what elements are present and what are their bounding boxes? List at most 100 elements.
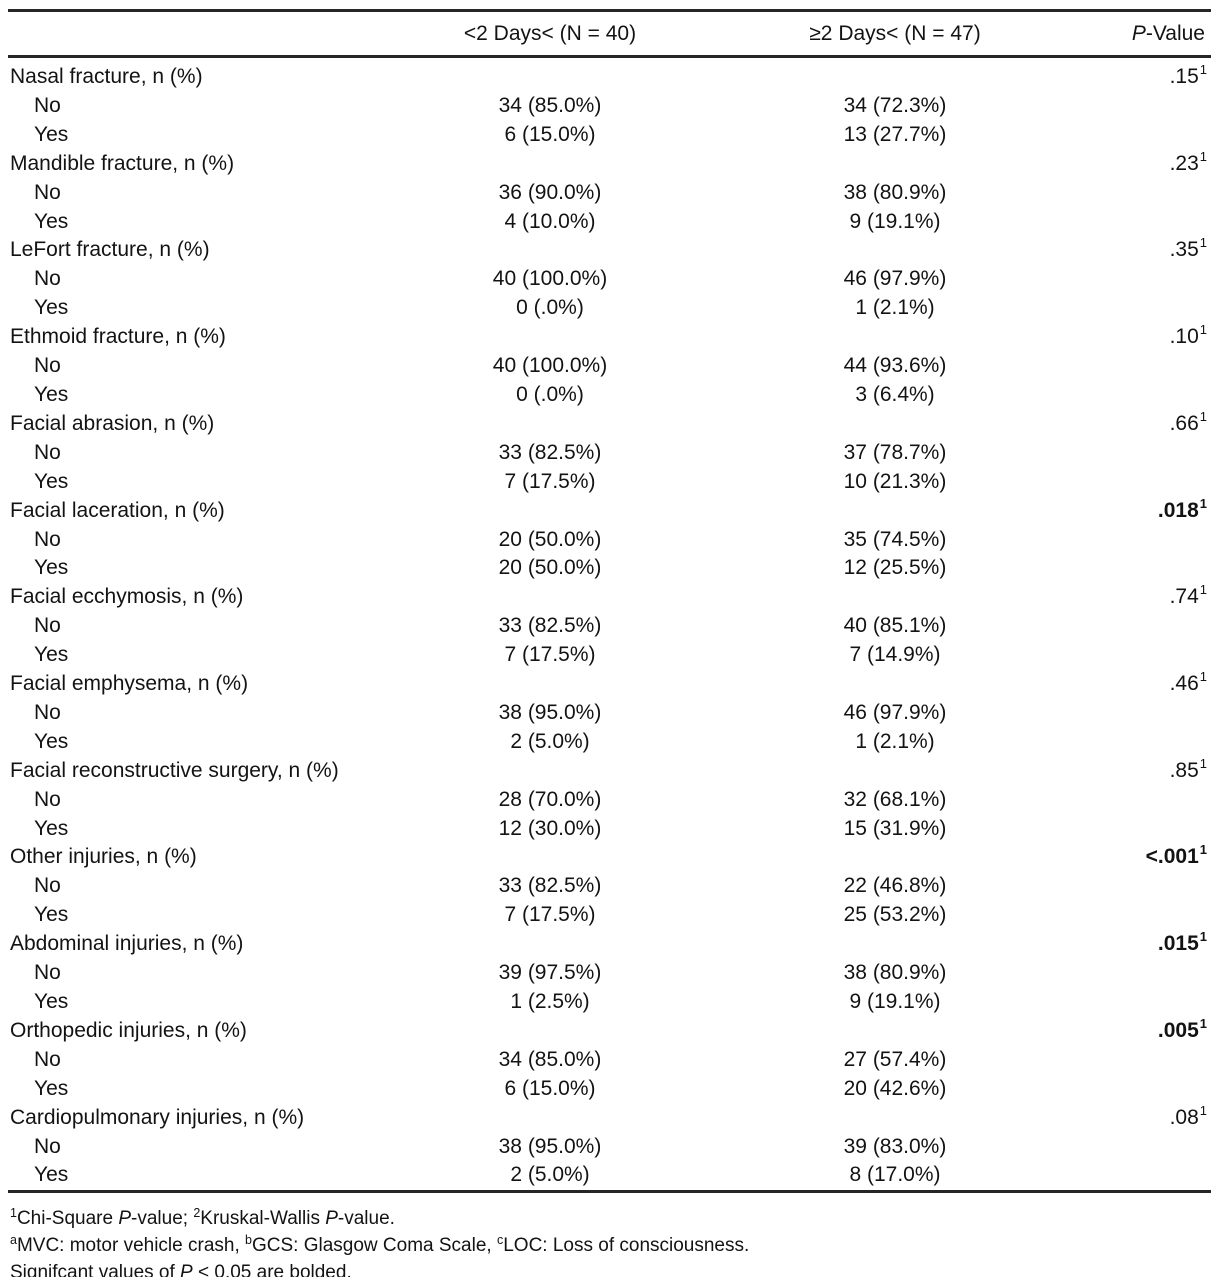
cell-group1: 1 (2.5%)	[510, 990, 590, 1013]
table-row-category: Cardiopulmonary injuries, n (%) .081	[8, 1104, 1211, 1133]
category-label: Facial reconstructive surgery, n (%)	[10, 758, 339, 782]
footnote-statistics: 1Chi-Square P-value; 2Kruskal-Wallis P-v…	[10, 1205, 1211, 1232]
table-footnotes: 1Chi-Square P-value; 2Kruskal-Wallis P-v…	[8, 1205, 1211, 1277]
p-value-cell: .101	[1060, 323, 1211, 352]
p-value-cell: .351	[1060, 236, 1211, 265]
p-value-cell-empty	[1060, 959, 1211, 988]
row-label: No	[34, 267, 61, 291]
p-value-cell-empty	[1060, 439, 1211, 468]
p-value-cell: .0151	[1060, 930, 1211, 959]
cell-group1: 33 (82.5%)	[498, 874, 602, 898]
table-row-yes: Yes 7 (17.5%) 10 (21.3%)	[8, 468, 1211, 497]
cell-group1-empty	[370, 497, 730, 526]
category-label: Facial abrasion, n (%)	[10, 411, 215, 435]
p-value-cell-empty	[1060, 92, 1211, 121]
cell-group1-empty	[370, 583, 730, 612]
cell-group1: 28 (70.0%)	[498, 787, 602, 811]
cell-group1: 34 (85.0%)	[498, 93, 602, 117]
category-label: Cardiopulmonary injuries, n (%)	[10, 1105, 305, 1129]
row-label: Yes	[34, 816, 69, 840]
cell-group2: 1 (2.1%)	[855, 729, 935, 753]
cell-group2: 7 (14.9%)	[849, 643, 941, 667]
table-row-yes: Yes 0 (.0%) 1 (2.1%)	[8, 294, 1211, 323]
p-value: .005	[1157, 1018, 1199, 1042]
cell-group2: 37 (78.7%)	[843, 440, 947, 464]
row-label: No	[34, 1134, 61, 1158]
row-label: Yes	[34, 382, 69, 406]
cell-group1: 7 (17.5%)	[504, 469, 596, 493]
p-value-cell-empty	[1060, 265, 1211, 294]
p-value-cell-empty	[1060, 872, 1211, 901]
table-row-yes: Yes 4 (10.0%) 9 (19.1%)	[8, 208, 1211, 237]
p-value-cell: .0051	[1060, 1017, 1211, 1046]
cell-group2-empty	[730, 1104, 1060, 1133]
row-label: Yes	[34, 1076, 69, 1100]
cell-group2: 8 (17.0%)	[849, 1163, 941, 1187]
p-value: <.001	[1145, 845, 1199, 869]
cell-group1: 2 (5.0%)	[510, 1163, 590, 1187]
p-value-cell: .661	[1060, 410, 1211, 439]
p-value: .10	[1169, 325, 1199, 349]
table-row-no: No 33 (82.5%) 37 (78.7%)	[8, 439, 1211, 468]
cell-group1: 40 (100.0%)	[492, 354, 608, 378]
cell-group1: 2 (5.0%)	[510, 729, 590, 753]
p-value-superscript: 1	[1199, 148, 1207, 164]
row-label: Yes	[34, 1163, 69, 1187]
table-row-yes: Yes 7 (17.5%) 25 (53.2%)	[8, 901, 1211, 930]
table-row-no: No 33 (82.5%) 22 (46.8%)	[8, 872, 1211, 901]
p-value-superscript: 1	[1199, 1015, 1207, 1031]
p-value-cell-empty	[1060, 641, 1211, 670]
cell-group1: 0 (.0%)	[516, 382, 584, 406]
p-value-cell: .851	[1060, 757, 1211, 786]
p-value: .35	[1169, 238, 1199, 262]
cell-group2: 12 (25.5%)	[843, 556, 947, 580]
cell-group2-empty	[730, 583, 1060, 612]
p-value-cell-empty	[1060, 468, 1211, 497]
p-value-cell-empty	[1060, 554, 1211, 583]
p-value-superscript: 1	[1199, 495, 1207, 511]
row-label: Yes	[34, 729, 69, 753]
table-row-yes: Yes 6 (15.0%) 13 (27.7%)	[8, 121, 1211, 150]
table-row-category: Other injuries, n (%) <.0011	[8, 843, 1211, 872]
cell-group2: 9 (19.1%)	[849, 209, 941, 233]
cell-group2: 15 (31.9%)	[843, 816, 947, 840]
cell-group1-empty	[370, 1017, 730, 1046]
p-value-superscript: 1	[1199, 1102, 1207, 1118]
cell-group1: 38 (95.0%)	[498, 1134, 602, 1158]
cell-group2-empty	[730, 150, 1060, 179]
p-value-cell-empty	[1060, 728, 1211, 757]
row-label: Yes	[34, 556, 69, 580]
row-label: Yes	[34, 643, 69, 667]
cell-group2: 32 (68.1%)	[843, 787, 947, 811]
p-value-cell-empty	[1060, 815, 1211, 844]
italic-p: P	[180, 1262, 193, 1277]
p-value-superscript: 1	[1199, 235, 1207, 251]
cell-group1-empty	[370, 236, 730, 265]
cell-group1: 34 (85.0%)	[498, 1047, 602, 1071]
footnote-text: Signifcant values of	[10, 1262, 181, 1277]
superscript-b: b	[245, 1233, 252, 1248]
p-value: .46	[1169, 672, 1199, 696]
p-value-rest: -Value	[1145, 22, 1205, 45]
p-value-cell-empty	[1060, 1133, 1211, 1162]
cell-group2: 3 (6.4%)	[855, 382, 935, 406]
cell-group2: 10 (21.3%)	[843, 469, 947, 493]
cell-group2-empty	[730, 236, 1060, 265]
comparison-table: <2 Days< (N = 40) ≥2 Days< (N = 47) P-Va…	[8, 9, 1211, 1194]
p-value-cell: .151	[1060, 57, 1211, 92]
p-value-superscript: 1	[1199, 842, 1207, 858]
p-value-cell: .0181	[1060, 497, 1211, 526]
cell-group2-empty	[730, 57, 1060, 92]
cell-group1-empty	[370, 57, 730, 92]
p-value-cell-empty	[1060, 381, 1211, 410]
p-value: .015	[1157, 932, 1199, 956]
table-row-yes: Yes 20 (50.0%) 12 (25.5%)	[8, 554, 1211, 583]
superscript-c: c	[496, 1233, 504, 1248]
cell-group2: 46 (97.9%)	[843, 267, 947, 291]
table-row-category: Facial emphysema, n (%) .461	[8, 670, 1211, 699]
cell-group1-empty	[370, 1104, 730, 1133]
table-row-yes: Yes 0 (.0%) 3 (6.4%)	[8, 381, 1211, 410]
category-label: Facial ecchymosis, n (%)	[10, 585, 244, 609]
table-row-category: LeFort fracture, n (%) .351	[8, 236, 1211, 265]
cell-group2: 38 (80.9%)	[843, 961, 947, 985]
